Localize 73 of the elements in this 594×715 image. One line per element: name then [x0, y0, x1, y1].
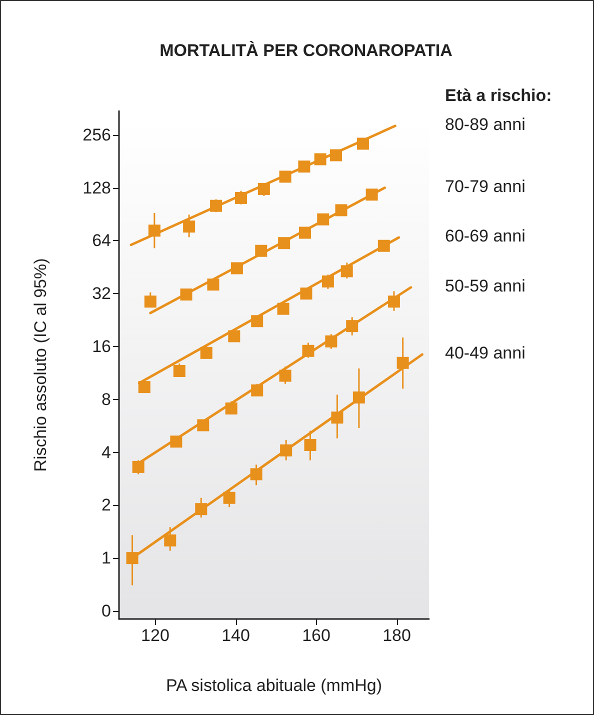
point [388, 296, 400, 308]
point [396, 356, 409, 369]
y-tick-label: 0 [102, 601, 111, 620]
y-tick-label: 16 [92, 336, 111, 356]
point [325, 335, 338, 348]
point [210, 200, 222, 212]
point [173, 365, 186, 378]
point [352, 391, 365, 404]
text: 80-89 anni [445, 114, 526, 134]
series-label: 40-49 anni [445, 344, 526, 363]
point [279, 170, 292, 183]
point [144, 296, 156, 308]
point [164, 534, 176, 546]
y-axis-title: Rischio assoluto (IC al 95%) [31, 258, 50, 472]
x-tick-label: 140 [222, 626, 250, 645]
point [180, 288, 192, 301]
point [322, 275, 334, 288]
chart-title: MORTALITÀ PER CORONAROPATIA [160, 40, 452, 60]
point [225, 402, 238, 414]
point [148, 224, 160, 237]
point [197, 419, 210, 432]
x-tick-label: 180 [382, 626, 411, 645]
point [356, 138, 369, 150]
point [280, 444, 292, 456]
point [298, 160, 310, 173]
point [299, 226, 311, 239]
point [230, 262, 243, 274]
point [251, 315, 264, 328]
point [138, 381, 150, 394]
point [317, 213, 330, 226]
point [255, 244, 268, 257]
legend-title: Età a rischio: [445, 86, 552, 105]
point [132, 460, 144, 473]
y-tick-label: 8 [102, 390, 111, 409]
text: 50-59 anni [445, 276, 526, 296]
point [183, 220, 196, 233]
point [346, 320, 358, 332]
point [258, 182, 270, 195]
text: 70-79 anni [445, 176, 526, 196]
point [228, 330, 240, 342]
x-tick-label: 120 [141, 626, 170, 645]
point [170, 436, 182, 448]
point [251, 384, 264, 396]
x-tick-label: 160 [302, 626, 330, 645]
point [366, 188, 378, 201]
y-tick-label: 128 [82, 178, 111, 198]
point [314, 153, 326, 166]
y-tick-label: 256 [82, 125, 111, 144]
point [277, 302, 290, 315]
point [126, 552, 138, 564]
point [223, 492, 236, 504]
point [302, 344, 314, 357]
y-tick-label: 64 [92, 231, 111, 250]
point [195, 503, 208, 516]
y-tick-label: 2 [102, 496, 111, 515]
point [234, 192, 247, 204]
point [331, 412, 344, 424]
y-tick-label: 4 [102, 442, 111, 462]
point [300, 288, 312, 300]
point [200, 346, 212, 359]
point [304, 438, 316, 451]
point [330, 149, 342, 162]
y-tick-label: 1 [102, 548, 111, 568]
text: 60-69 anni [445, 226, 526, 246]
x-axis-title: PA sistolica abituale (mmHg) [166, 676, 382, 695]
point [279, 370, 292, 382]
point [378, 240, 390, 252]
point [340, 265, 353, 278]
point [250, 468, 262, 480]
y-tick-label: 32 [92, 284, 111, 304]
point [335, 204, 348, 216]
point [207, 278, 220, 291]
point [278, 237, 290, 250]
